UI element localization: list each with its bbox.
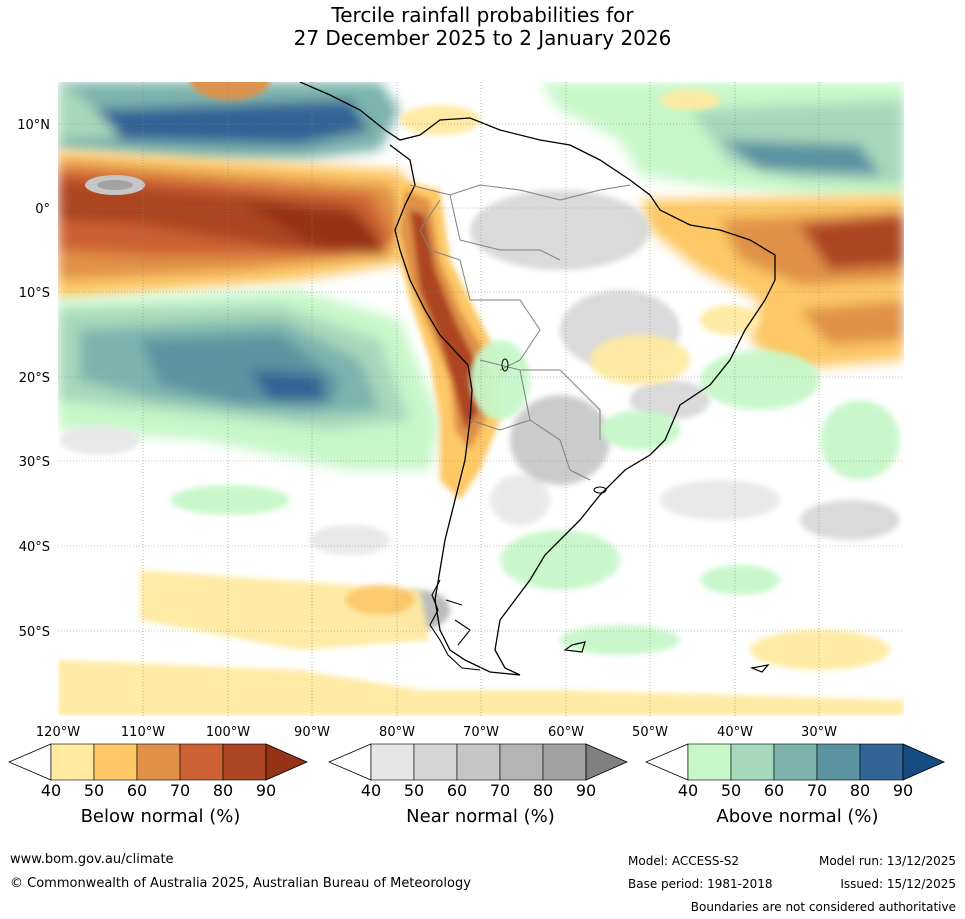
lon-label: 40°W [717, 725, 753, 740]
river-plate-island [593, 486, 607, 494]
falkland-islands [563, 641, 586, 653]
above-normal-patches [170, 340, 900, 655]
colorbar-segment [179, 743, 224, 781]
footer-disclaimer: Boundaries are not considered authoritat… [690, 900, 956, 914]
above-normal-south-band [58, 290, 440, 470]
colorbar-near-normal [328, 743, 628, 781]
lon-label: 50°W [632, 725, 668, 740]
colorbar-near-title: Near normal (%) [406, 806, 555, 827]
title-line-1: Tercile rainfall probabilities for [331, 3, 634, 27]
footer-copyright: © Commonwealth of Australia 2025, Austra… [10, 876, 471, 891]
colorbar-tick-label: 90 [575, 781, 597, 800]
lon-label: 30°W [801, 725, 837, 740]
colorbar-tick-label: 60 [126, 781, 148, 800]
map-title: Tercile rainfall probabilities for 27 De… [0, 4, 965, 50]
colorbar-tick-label: 80 [212, 781, 234, 800]
lon-label: 80°W [379, 725, 415, 740]
colorbar-tick-label: 90 [892, 781, 914, 800]
lat-label: 40°S [19, 540, 50, 555]
colorbar-tick-label: 60 [763, 781, 785, 800]
colorbar-tick-label: 40 [677, 781, 699, 800]
lat-label: 0° [35, 202, 50, 217]
lat-label: 20°S [19, 371, 50, 386]
colorbar-tick-label: 40 [40, 781, 62, 800]
below-normal-equatorial-band [58, 150, 904, 370]
colorbar-tick-label: 90 [255, 781, 277, 800]
colorbar-segment [687, 743, 732, 781]
colorbar-segment [816, 743, 861, 781]
lon-label: 60°W [548, 725, 584, 740]
colorbar-above-normal [645, 743, 945, 781]
footer-model-run: Model run: 13/12/2025 [818, 854, 956, 868]
colorbar-tick-label: 60 [446, 781, 468, 800]
patagonia-fjords [429, 579, 481, 671]
colorbar-segment [370, 743, 415, 781]
colorbar-tick-label: 50 [83, 781, 105, 800]
colorbar-segment [222, 743, 267, 781]
colorbar-segment [859, 743, 904, 781]
colorbar-tick-label: 70 [489, 781, 511, 800]
lake-titicaca [501, 358, 509, 372]
footer-website: www.bom.gov.au/climate [10, 852, 174, 867]
above-normal-north-band [58, 82, 904, 200]
map-axis-labels: 10°N 0° 10°S 20°S 30°S 40°S 50°S 120°W 110°W 100°… [17, 118, 837, 740]
lon-label: 110°W [121, 725, 165, 740]
colorbar-segment [50, 743, 95, 781]
colorbar-segment [456, 743, 501, 781]
lat-label: 10°N [17, 118, 50, 133]
footer-issued: Issued: 15/12/2025 [840, 877, 956, 891]
colorbar-extend-low [328, 743, 372, 781]
colorbar-segment [136, 743, 181, 781]
below-normal-coastal-strip [395, 180, 500, 500]
country-borders [409, 184, 631, 481]
colorbar-tick-label: 70 [169, 781, 191, 800]
colorbar-segment [542, 743, 587, 781]
colorbar-tick-label: 70 [806, 781, 828, 800]
rainfall-probability-map: 10°N 0° 10°S 20°S 30°S 40°S 50°S 120°W 110°W 100°… [17, 82, 904, 740]
colorbar-segment [730, 743, 775, 781]
footer-base-period: Base period: 1981-2018 [628, 877, 773, 891]
colorbar-extend-low [645, 743, 689, 781]
lon-label: 100°W [206, 725, 250, 740]
title-line-2: 27 December 2025 to 2 January 2026 [293, 26, 672, 50]
colorbar-below-normal [8, 743, 308, 781]
colorbar-segment [413, 743, 458, 781]
colorbar-tick-label: 80 [532, 781, 554, 800]
colorbar-segment [773, 743, 818, 781]
colorbar-extend-high [265, 743, 308, 781]
lon-label: 90°W [294, 725, 330, 740]
map-gridlines [58, 82, 904, 716]
lat-label: 10°S [19, 286, 50, 301]
colorbar-above-title: Above normal (%) [716, 806, 879, 827]
below-normal-south-patches [58, 82, 904, 716]
colorbar-segment [499, 743, 544, 781]
colorbar-segment [93, 743, 138, 781]
colorbar-tick-label: 40 [360, 781, 382, 800]
footer-model: Model: ACCESS-S2 [628, 854, 740, 868]
colorbar-extend-low [8, 743, 52, 781]
colorbar-tick-label: 50 [403, 781, 425, 800]
colorbar-below-title: Below normal (%) [80, 806, 241, 827]
colorbar-tick-label: 80 [849, 781, 871, 800]
colorbar-extend-high [902, 743, 945, 781]
near-normal-patch-core [97, 180, 133, 190]
coastline-south-america [299, 82, 776, 676]
lat-label: 50°S [19, 625, 50, 640]
lon-label: 70°W [463, 725, 499, 740]
lat-label: 30°S [19, 455, 50, 470]
colorbar-extend-high [585, 743, 628, 781]
colorbar-tick-label: 50 [720, 781, 742, 800]
south-georgia [749, 664, 770, 673]
lon-label: 120°W [36, 725, 80, 740]
